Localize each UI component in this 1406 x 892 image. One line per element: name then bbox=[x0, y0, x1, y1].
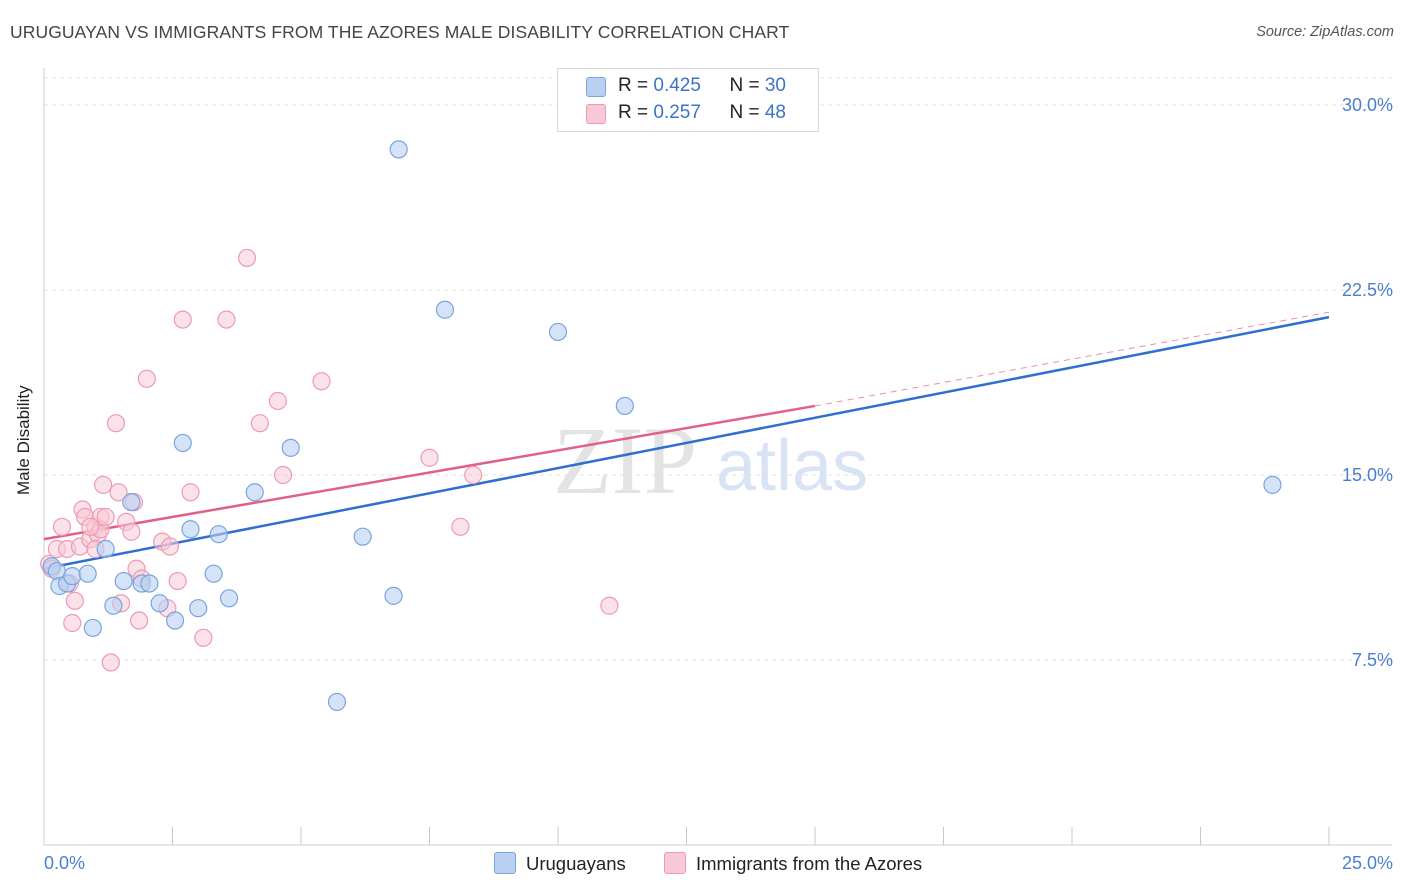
watermark-zip: ZIP bbox=[553, 407, 697, 514]
y-tick-label: 22.5% bbox=[1342, 280, 1393, 300]
data-point-uruguayans bbox=[189, 599, 208, 618]
y-tick-label: 15.0% bbox=[1342, 465, 1393, 485]
data-point-azores bbox=[168, 571, 187, 591]
data-point-azores bbox=[420, 448, 439, 467]
legend-swatch-uruguayans bbox=[586, 77, 606, 97]
data-point-uruguayans bbox=[63, 567, 82, 586]
legend-n-label: N = bbox=[729, 102, 765, 123]
legend-n-label: N = bbox=[729, 75, 765, 96]
data-point-azores bbox=[451, 517, 470, 536]
data-point-uruguayans bbox=[209, 525, 228, 544]
data-point-azores bbox=[217, 310, 236, 329]
data-point-uruguayans bbox=[140, 574, 159, 593]
data-point-azores bbox=[122, 522, 141, 541]
data-point-uruguayans bbox=[353, 527, 372, 546]
data-point-uruguayans bbox=[104, 596, 123, 615]
data-point-uruguayans bbox=[204, 564, 223, 583]
bottom-legend-azores: Immigrants from the Azores bbox=[664, 852, 922, 875]
data-point-azores bbox=[194, 628, 213, 647]
legend-row-azores: R = 0.257 N = 48 bbox=[618, 102, 786, 124]
watermark-atlas: atlas bbox=[716, 426, 869, 506]
data-point-uruguayans bbox=[96, 539, 115, 559]
data-point-azores bbox=[101, 653, 120, 672]
axes bbox=[43, 68, 1392, 846]
data-point-azores bbox=[65, 591, 84, 610]
data-point-azores bbox=[464, 465, 483, 485]
data-point-azores bbox=[173, 310, 192, 329]
bottom-legend-uruguayans: Uruguayans bbox=[494, 852, 626, 875]
legend-r-value: 0.257 bbox=[653, 102, 701, 123]
legend-swatch-azores bbox=[586, 104, 606, 124]
data-point-uruguayans bbox=[245, 483, 264, 502]
data-point-azores bbox=[160, 537, 180, 556]
data-point-azores bbox=[600, 596, 619, 615]
legend-n-value: 30 bbox=[764, 75, 786, 96]
y-tick-label: 30.0% bbox=[1342, 95, 1393, 115]
legend-r-value: 0.425 bbox=[653, 75, 701, 96]
y-axis-label: Male Disability bbox=[14, 385, 33, 495]
data-point-azores bbox=[268, 391, 287, 411]
data-points bbox=[40, 140, 1282, 712]
data-point-uruguayans bbox=[389, 140, 408, 159]
data-point-uruguayans bbox=[1263, 475, 1282, 494]
legend-row-uruguayans: R = 0.425 N = 30 bbox=[618, 75, 786, 97]
data-point-azores bbox=[52, 517, 72, 536]
trend-line-azores bbox=[43, 404, 816, 541]
x-tick-label: 25.0% bbox=[1342, 853, 1393, 873]
legend-n-value: 48 bbox=[764, 102, 786, 123]
grid-lines bbox=[44, 77, 1392, 661]
bottom-legend-label-azores: Immigrants from the Azores bbox=[696, 853, 923, 874]
bottom-legend-swatch-azores bbox=[664, 852, 686, 874]
data-point-azores bbox=[250, 414, 269, 433]
y-tick-label: 7.5% bbox=[1352, 650, 1393, 670]
trend-lines bbox=[43, 311, 1330, 570]
stats-legend: R = 0.425 N = 30 R = 0.257 N = 48 bbox=[557, 68, 819, 132]
data-point-azores bbox=[237, 248, 257, 268]
data-point-azores bbox=[181, 483, 200, 502]
data-point-uruguayans bbox=[83, 618, 102, 638]
data-point-uruguayans bbox=[548, 322, 568, 342]
trend-line-uruguayans bbox=[43, 315, 1330, 570]
data-point-azores bbox=[96, 507, 115, 527]
data-point-uruguayans bbox=[281, 438, 300, 457]
data-point-azores bbox=[63, 613, 82, 633]
data-point-azores bbox=[129, 611, 149, 630]
trend-line-azores-extension bbox=[814, 311, 1330, 407]
data-point-uruguayans bbox=[173, 433, 192, 453]
data-point-uruguayans bbox=[435, 300, 455, 319]
bottom-legend-label-uruguayans: Uruguayans bbox=[526, 853, 626, 874]
chart-title: URUGUAYAN VS IMMIGRANTS FROM THE AZORES … bbox=[10, 22, 790, 42]
data-point-uruguayans bbox=[384, 586, 403, 605]
data-point-uruguayans bbox=[78, 564, 97, 583]
data-point-uruguayans bbox=[165, 611, 185, 630]
source-label: Source: ZipAtlas.com bbox=[1256, 24, 1394, 40]
bottom-legend-swatch-uruguayans bbox=[494, 852, 516, 874]
data-point-uruguayans bbox=[219, 589, 239, 608]
legend-r-label: R = bbox=[618, 102, 654, 123]
data-point-azores bbox=[312, 372, 331, 391]
data-point-uruguayans bbox=[122, 493, 141, 512]
data-point-azores bbox=[273, 465, 293, 485]
data-point-azores bbox=[94, 475, 113, 494]
tick-labels: 7.5% 15.0% 22.5% 30.0% 0.0% 25.0% bbox=[44, 95, 1393, 873]
data-point-uruguayans bbox=[150, 594, 169, 613]
data-point-azores bbox=[81, 517, 100, 536]
data-point-uruguayans bbox=[615, 396, 634, 416]
data-point-uruguayans bbox=[114, 571, 133, 591]
data-point-azores bbox=[137, 369, 156, 388]
legend-r-label: R = bbox=[618, 75, 654, 96]
data-point-azores bbox=[106, 414, 126, 433]
data-point-uruguayans bbox=[181, 520, 200, 539]
data-point-azores bbox=[109, 483, 128, 502]
x-tick-label: 0.0% bbox=[44, 853, 85, 873]
data-point-uruguayans bbox=[327, 692, 347, 712]
